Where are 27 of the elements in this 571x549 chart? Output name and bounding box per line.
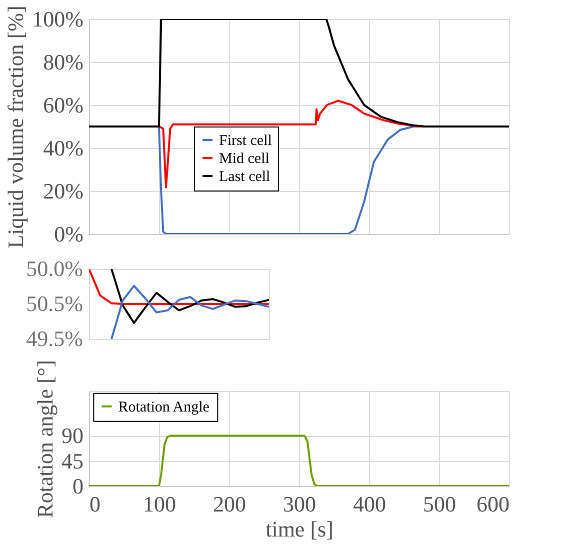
x-tick-label: 0 [90, 492, 100, 516]
legend-label: Mid cell [219, 151, 270, 167]
y-tick-label: 45 [62, 448, 84, 474]
text: 49.5% [26, 326, 83, 351]
line-series [89, 19, 509, 128]
x-axis-title: time [s] [266, 516, 334, 542]
y-tick-label: 0 [72, 474, 84, 498]
x-tick-label: 100 [143, 492, 176, 516]
x-tick-label: 500 [423, 492, 456, 516]
text: 50.5% [26, 291, 83, 316]
y-axis-title: Liquid volume fraction [%] [3, 6, 28, 248]
text: 50.0% [26, 256, 83, 281]
y-tick-label: 20% [43, 178, 84, 204]
x-tick-label: 300 [283, 492, 316, 516]
x-tick-label: 400 [353, 492, 386, 516]
x-tick-label: 600 [476, 492, 510, 516]
legend-label: First cell [219, 133, 272, 149]
y-tick-label: 60% [43, 92, 84, 118]
y-axis-title: Rotation angle [°] [32, 360, 58, 518]
x-tick-label: 200 [213, 492, 246, 516]
y-tick-label: 100% [32, 6, 84, 32]
y-tick-label: 90 [62, 423, 84, 448]
y-tick-label: 80% [43, 50, 84, 74]
y-tick-label: 0% [54, 222, 84, 246]
legend-label: Rotation Angle [118, 399, 210, 416]
legend-label: Last cell [219, 169, 270, 185]
y-tick-label: 40% [43, 136, 84, 160]
